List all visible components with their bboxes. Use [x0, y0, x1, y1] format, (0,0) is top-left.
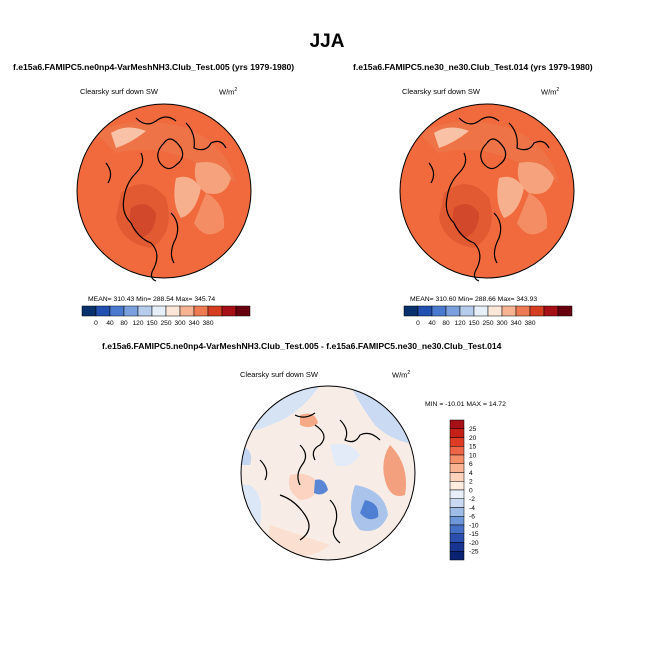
panel-2-colorbar-tick-label: 250	[482, 320, 493, 327]
panel-1-colorbar-swatch-6	[165, 305, 181, 317]
diff-colorbar-tick-label: 4	[469, 470, 473, 477]
diff-colorbar-swatch-8	[449, 489, 465, 499]
panel-1-colorbar-tick-label: 340	[188, 320, 199, 327]
diff-colorbar-swatch-1	[449, 428, 465, 438]
panel-1-coastlines	[105, 116, 227, 282]
diff-colorbar-swatch-14	[449, 542, 465, 552]
panel-2-colorbar-swatch-0	[403, 305, 419, 317]
diff-variable: Clearsky surf down SW	[240, 370, 318, 379]
diff-colorbar-tick-label: -2	[469, 496, 475, 503]
diff-colorbar-tick-label: 2	[469, 479, 473, 486]
diff-colorbar-swatch-12	[449, 524, 465, 534]
panel-2-polar-map	[399, 103, 575, 282]
panel-1-colorbar-swatch-0	[81, 305, 97, 317]
panel-2-colorbar-swatch-11	[557, 305, 573, 317]
panel-1-title: f.e15a6.FAMIPC5.ne0np4-VarMeshNH3.Club_T…	[13, 62, 295, 72]
panel-1-variable: Clearsky surf down SW	[80, 87, 158, 96]
diff-colorbar-tick-label: 20	[469, 435, 477, 442]
diff-colorbar-swatch-15	[449, 551, 465, 561]
panel-1-colorbar-swatch-5	[151, 305, 167, 317]
panel-2-colorbar-tick-label: 120	[454, 320, 465, 327]
panel-1-colorbar-tick-label: 80	[120, 320, 128, 327]
panel-1-units: W/m2	[219, 87, 238, 97]
panel-1-colorbar-swatch-11	[235, 305, 251, 317]
panel-1-colorbar-tick-label: 150	[146, 320, 157, 327]
diff-colorbar-tick-label: -4	[469, 505, 475, 512]
diff-colorbar-tick-label: -25	[469, 549, 479, 556]
panel-1-colorbar-swatch-1	[95, 305, 111, 317]
panel-2-colorbar-tick-label: 340	[510, 320, 521, 327]
panel-1-stats: MEAN= 310.43 Min= 288.54 Max= 345.74	[88, 296, 216, 303]
diff-colorbar-swatch-13	[449, 533, 465, 543]
diff-colorbar-swatch-0	[449, 419, 465, 429]
diff-colorbar-swatch-11	[449, 516, 465, 526]
diff-colorbar-tick-label: 10	[469, 452, 477, 459]
panel-2-title: f.e15a6.FAMIPC5.ne30_ne30.Club_Test.014 …	[353, 62, 593, 72]
panel-2-colorbar-tick-label: 80	[442, 320, 450, 327]
panel-1-colorbar-swatch-7	[179, 305, 195, 317]
panel-1-colorbar-tick-label: 40	[106, 320, 114, 327]
panel-2-coastlines	[428, 116, 550, 282]
diff-colorbar-tick-label: -20	[469, 540, 479, 547]
panel-2-colorbar-swatch-2	[431, 305, 447, 317]
panel-2-colorbar-swatch-7	[501, 305, 517, 317]
panel-1-colorbar-swatch-3	[123, 305, 139, 317]
panel-2-colorbar-swatch-10	[543, 305, 559, 317]
diff-colorbar-swatch-10	[449, 507, 465, 517]
panel-2-colorbar-tick-label: 380	[524, 320, 535, 327]
diff-colorbar-swatch-2	[449, 437, 465, 447]
diff-colorbar-swatch-3	[449, 446, 465, 456]
diff-colorbar-tick-label: -10	[469, 522, 479, 529]
panel-2-units: W/m2	[541, 87, 560, 97]
diff-colorbar-tick-label: 25	[469, 426, 477, 433]
diff-colorbar-tick-label: -6	[469, 514, 475, 521]
diff-colorbar-tick-label: 6	[469, 461, 473, 468]
diff-colorbar-tick-label: -15	[469, 531, 479, 538]
panel-2-colorbar-tick-label: 150	[468, 320, 479, 327]
panel-1-colorbar-tick-label: 120	[132, 320, 143, 327]
panel-1-polar-map	[76, 103, 252, 282]
diff-polar-map	[240, 385, 416, 561]
panel-2-colorbar-swatch-8	[515, 305, 531, 317]
main-title: JJA	[309, 31, 345, 52]
diff-colorbar-swatch-4	[449, 454, 465, 464]
panel-1-colorbar-swatch-9	[207, 305, 223, 317]
panel-2-colorbar-swatch-9	[529, 305, 545, 317]
panel-2-colorbar-swatch-4	[459, 305, 475, 317]
panel-1-colorbar: 0 40 80 120 150 250 300 340 380	[81, 305, 251, 327]
panel-2-colorbar-tick-label: 40	[428, 320, 436, 327]
panel-1-colorbar-tick-label: 300	[174, 320, 185, 327]
diff-colorbar-swatch-9	[449, 498, 465, 508]
panel-2-stats: MEAN= 310.60 Min= 288.66 Max= 343.93	[410, 296, 538, 303]
diff-colorbar-tick-label: 15	[469, 444, 477, 451]
diff-stats: MIN = -10.01 MAX = 14.72	[425, 401, 506, 408]
panel-2-colorbar-swatch-6	[487, 305, 503, 317]
panel-2-colorbar-tick-label: 0	[416, 320, 420, 327]
panel-2-colorbar: 0 40 80 120 150 250 300 340 380	[403, 305, 573, 327]
panel-1-colorbar-tick-label: 250	[160, 320, 171, 327]
diff-colorbar-swatch-7	[449, 481, 465, 491]
panel-2-colorbar-swatch-3	[445, 305, 461, 317]
diff-title: f.e15a6.FAMIPC5.ne0np4-VarMeshNH3.Club_T…	[102, 341, 502, 351]
panel-1-colorbar-tick-label: 380	[202, 320, 213, 327]
diff-colorbar-swatch-6	[449, 472, 465, 482]
panel-1-boundary	[76, 103, 252, 279]
panel-1-colorbar-tick-label: 0	[94, 320, 98, 327]
panel-1-colorbar-swatch-2	[109, 305, 125, 317]
diff-colorbar-tick-label: 0	[469, 487, 473, 494]
panel-2-colorbar-tick-label: 300	[496, 320, 507, 327]
diff-boundary	[240, 385, 416, 561]
panel-2-colorbar-swatch-5	[473, 305, 489, 317]
panel-1-colorbar-swatch-8	[193, 305, 209, 317]
diff-coastlines	[259, 412, 381, 544]
panel-2-variable: Clearsky surf down SW	[402, 87, 480, 96]
diff-units: W/m2	[392, 370, 411, 380]
panel-2-boundary	[399, 103, 575, 279]
diff-colorbar-swatch-5	[449, 463, 465, 473]
panel-2-colorbar-swatch-1	[417, 305, 433, 317]
panel-1-colorbar-swatch-4	[137, 305, 153, 317]
panel-1-colorbar-swatch-10	[221, 305, 237, 317]
